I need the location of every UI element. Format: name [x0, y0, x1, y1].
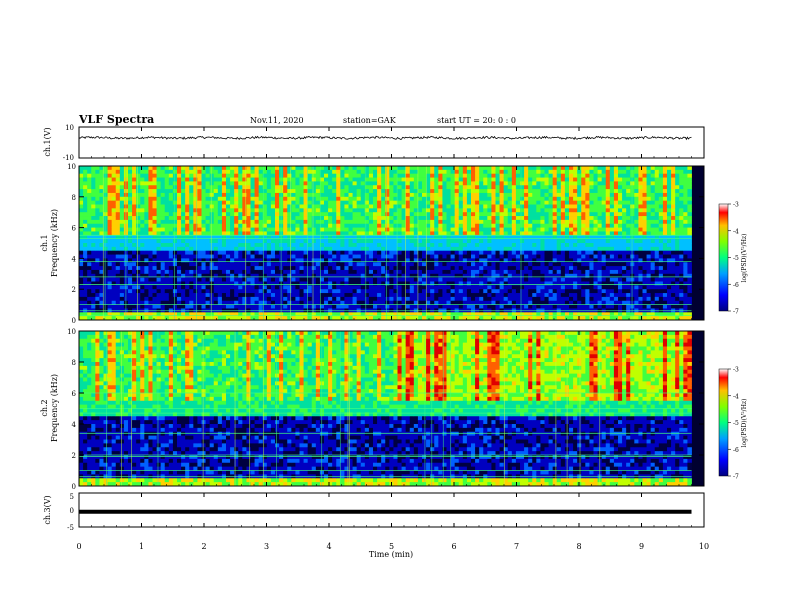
ytick-label: 10 — [67, 163, 76, 171]
ch1-panel: 10 -10 ch.1(V) — [43, 124, 705, 162]
ch2-spec-ylabel: Frequency (kHz) — [50, 374, 59, 442]
x-tick-label: 5 — [389, 542, 394, 551]
colorbar-tick-label: -3 — [733, 367, 739, 374]
colorbar-tick-label: -6 — [733, 282, 739, 289]
colorbar-tick-label: -4 — [733, 228, 739, 235]
ytick-label: 0 — [72, 317, 76, 325]
x-axis-label: Time (min) — [369, 550, 413, 559]
ch3-ylabel: ch.3(V) — [43, 495, 52, 524]
colorbar-tick-label: -5 — [733, 420, 739, 427]
figure-title: VLF Spectra — [78, 113, 154, 126]
ch1-spec-ylabel-channel: ch.1 — [40, 234, 49, 251]
ch2-spectrogram — [79, 331, 692, 487]
colorbar-tick-label: -7 — [733, 474, 739, 481]
start-time-label: start UT = 20: 0 : 0 — [437, 116, 516, 125]
ytick-label: 4 — [72, 255, 77, 263]
ch1-trace — [78, 135, 692, 141]
colorbar-tick-label: -5 — [733, 255, 739, 262]
x-tick-label: 8 — [576, 542, 581, 551]
ytick-label: 8 — [72, 359, 76, 367]
ch3-ytick-minus5: -5 — [67, 524, 74, 532]
ytick-label: 2 — [72, 286, 76, 294]
ch3-ytick-0: 0 — [70, 507, 74, 515]
ch1-ytick-bottom: -10 — [63, 154, 74, 162]
ch2-colorbar — [718, 368, 729, 477]
ch3-ytick-5: 5 — [70, 493, 74, 501]
x-axis: 0 1 2 3 4 5 6 7 8 9 10 — [76, 127, 709, 551]
ch2-colorbar-label: log(PSD)(V²/Hz) — [741, 399, 748, 448]
x-tick-label: 4 — [326, 542, 331, 551]
x-tick-label: 6 — [451, 542, 456, 551]
colorbar-tick-label: -3 — [733, 202, 739, 209]
date-label: Nov.11, 2020 — [250, 116, 304, 125]
x-tick-label: 1 — [139, 542, 144, 551]
x-tick-label: 7 — [514, 542, 519, 551]
ytick-label: 8 — [72, 194, 76, 202]
ch1-ytick-top: 10 — [65, 124, 74, 132]
ch1-spectrogram — [79, 166, 692, 321]
ch1-ylabel: ch.1(V) — [43, 127, 52, 156]
colorbar-tick-label: -4 — [733, 393, 739, 400]
x-tick-label: 0 — [76, 542, 81, 551]
ytick-label: 0 — [72, 483, 76, 491]
x-tick-label: 9 — [639, 542, 644, 551]
ch1-colorbar-label: log(PSD)(V²/Hz) — [741, 234, 748, 283]
ch1-colorbar — [718, 203, 729, 312]
ytick-label: 4 — [72, 421, 77, 429]
x-tick-label: 3 — [264, 542, 269, 551]
x-tick-label: 10 — [699, 542, 709, 551]
x-tick-label: 2 — [201, 542, 206, 551]
ch1-spec-ylabel: Frequency (kHz) — [50, 209, 59, 277]
ytick-label: 10 — [67, 328, 76, 336]
ch2-spec-ylabel-channel: ch.2 — [40, 399, 49, 416]
colorbar-tick-label: -7 — [733, 309, 739, 316]
ytick-label: 6 — [72, 390, 77, 398]
ch3-panel: 5 0 -5 ch.3(V) — [43, 492, 705, 532]
colorbar-tick-label: -6 — [733, 447, 739, 454]
station-label: station=GAK — [343, 116, 397, 125]
ytick-label: 2 — [72, 452, 76, 460]
ytick-label: 6 — [72, 225, 77, 233]
